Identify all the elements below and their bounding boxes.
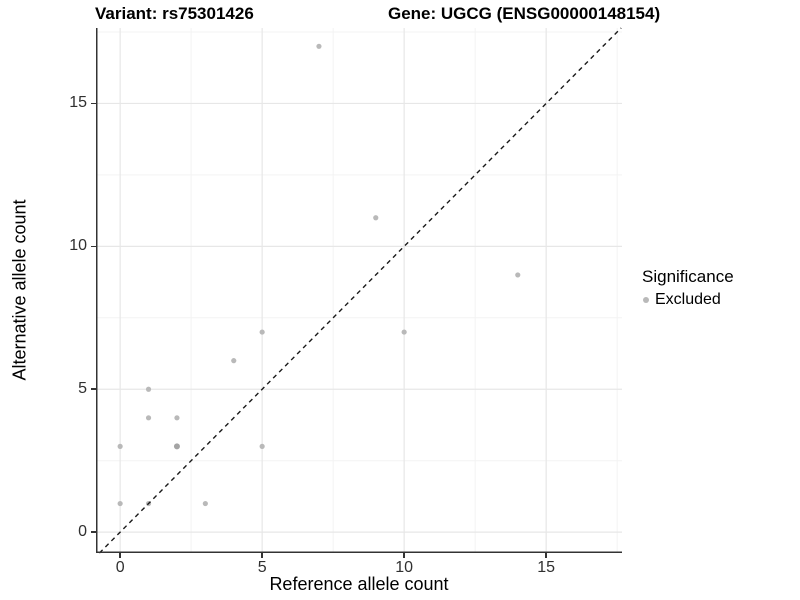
data-point [259,443,265,449]
x-tick-mark [261,553,263,558]
plot-title-gene: Gene: UGCG (ENSG00000148154) [388,4,661,23]
x-tick-label: 10 [395,559,414,576]
data-point [117,443,123,449]
plot-title-variant: Variant: rs75301426 [95,4,254,23]
data-point [515,272,521,278]
plot-panel [96,27,622,554]
legend-item-excluded: Excluded [643,290,734,309]
plot-canvas [96,27,622,554]
x-tick-label: 0 [115,559,125,576]
y-tick-mark [91,102,96,105]
y-tick-mark [91,388,96,390]
data-point [231,358,237,364]
legend: Significance Excluded [642,266,734,309]
data-point [316,43,322,49]
y-tick-mark [91,245,96,248]
data-point [373,215,379,221]
x-tick-label: 5 [257,559,267,576]
y-tick-label: 0 [78,523,87,541]
y-tick-mark [91,531,96,533]
x-tick-label: 15 [537,559,556,576]
y-tick-label: 15 [69,94,87,112]
y-axis-label: Alternative allele count [9,199,30,381]
data-point [259,329,265,335]
data-point [117,500,123,507]
data-point [145,386,152,392]
data-point [145,415,152,421]
data-point [173,443,180,450]
data-point [401,329,407,335]
identity-line [98,27,622,554]
x-tick-mark [119,553,121,558]
x-tick-mark [545,553,547,558]
data-point [202,500,208,507]
data-point [174,415,180,421]
x-axis-label: Reference allele count [269,574,449,594]
y-tick-label: 10 [69,237,87,255]
legend-item-label: Excluded [655,291,721,308]
y-tick-label: 5 [78,380,87,398]
x-tick-mark [403,553,405,558]
legend-point-icon [643,296,649,303]
legend-title: Significance [642,267,734,286]
